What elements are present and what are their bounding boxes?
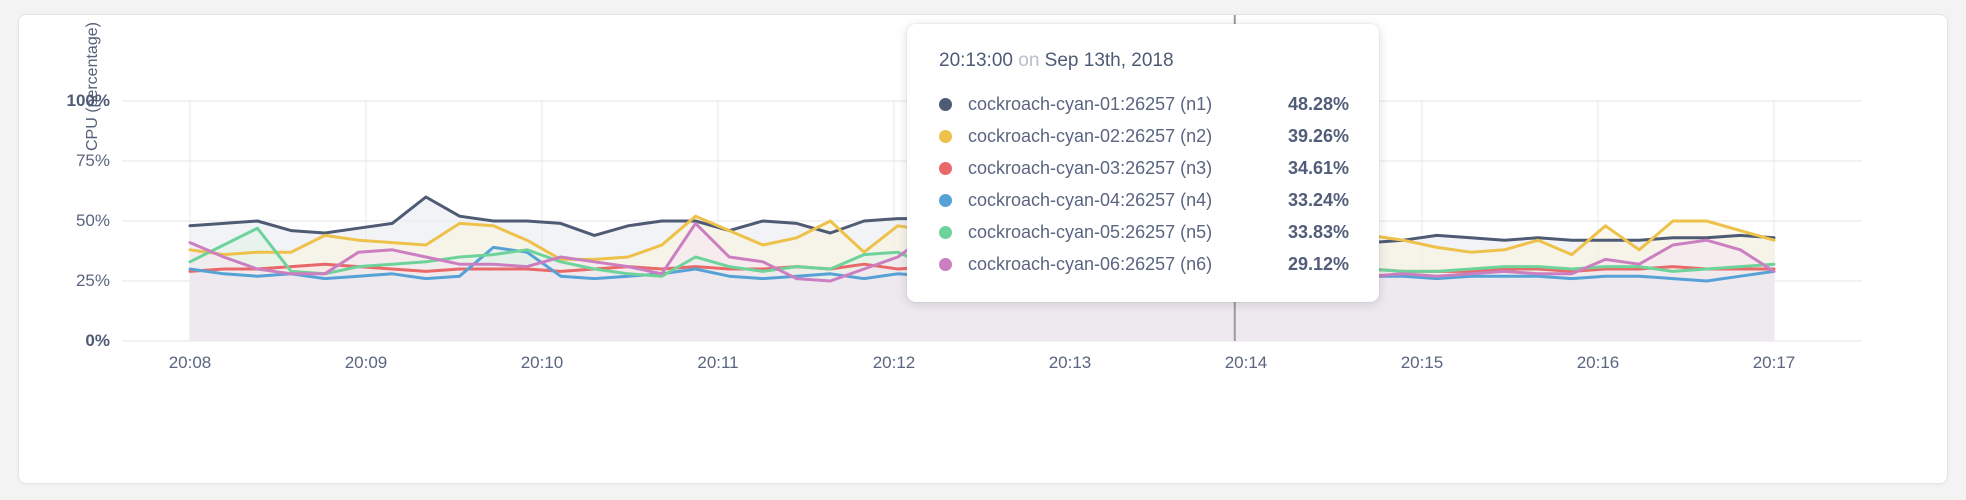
tooltip-date: Sep 13th, 2018 — [1044, 50, 1174, 71]
tooltip-series-value: 33.24% — [1287, 189, 1349, 210]
y-tick-0: 0% — [85, 331, 110, 350]
tooltip-series-label: cockroach-cyan-04:26257 (n4) — [968, 189, 1213, 210]
x-tick-2013: 20:13 — [1048, 353, 1092, 372]
tooltip-on-word: on — [1018, 50, 1040, 71]
series-color-dot-icon — [939, 193, 952, 207]
series-color-dot-icon — [939, 161, 952, 175]
tooltip-series-label: cockroach-cyan-05:26257 (n5) — [968, 221, 1213, 242]
y-tick-75: 75% — [75, 151, 110, 170]
tooltip-row: cockroach-cyan-02:26257 (n2) 39.26% — [939, 120, 1349, 152]
tooltip-series-value: 34.61% — [1287, 157, 1349, 178]
x-tick-2009: 20:09 — [344, 353, 388, 372]
cpu-percent-chart-card: CPU Percent CPU (percentage) 100% 75% 50… — [18, 14, 1948, 484]
tooltip-row: cockroach-cyan-03:26257 (n3) 34.61% — [939, 152, 1349, 184]
y-tick-50: 50% — [75, 211, 110, 230]
x-tick-2015: 20:15 — [1400, 353, 1444, 372]
x-tick-2008: 20:08 — [168, 353, 212, 372]
tooltip-series-value: 29.12% — [1287, 253, 1349, 274]
x-tick-2012: 20:12 — [872, 353, 916, 372]
y-tick-100: 100% — [66, 91, 110, 110]
tooltip-row: cockroach-cyan-05:26257 (n5) 33.83% — [939, 216, 1349, 248]
tooltip-header: 20:13:00 on Sep 13th, 2018 — [939, 50, 1349, 72]
series-color-dot-icon — [939, 129, 952, 143]
tooltip-series-label: cockroach-cyan-03:26257 (n3) — [968, 157, 1213, 178]
x-tick-2011: 20:11 — [697, 353, 739, 372]
y-axis-label: CPU (percentage) — [84, 22, 101, 151]
series-color-dot-icon — [939, 257, 952, 271]
x-tick-2017: 20:17 — [1752, 353, 1796, 372]
hover-tooltip: 20:13:00 on Sep 13th, 2018 cockroach-cya… — [907, 24, 1379, 302]
tooltip-series-value: 33.83% — [1287, 221, 1349, 242]
tooltip-series-label: cockroach-cyan-01:26257 (n1) — [968, 93, 1213, 114]
tooltip-series-label: cockroach-cyan-06:26257 (n6) — [968, 253, 1213, 274]
tooltip-time: 20:13:00 — [939, 50, 1013, 71]
series-color-dot-icon — [939, 97, 952, 111]
series-color-dot-icon — [939, 225, 952, 239]
tooltip-series-value: 48.28% — [1287, 93, 1349, 114]
y-tick-25: 25% — [75, 271, 110, 290]
tooltip-series-label: cockroach-cyan-02:26257 (n2) — [968, 125, 1213, 146]
tooltip-series-list: cockroach-cyan-01:26257 (n1) 48.28% cockro… — [939, 88, 1349, 280]
tooltip-row: cockroach-cyan-04:26257 (n4) 33.24% — [939, 184, 1349, 216]
x-tick-2014: 20:14 — [1224, 353, 1268, 372]
tooltip-row: cockroach-cyan-06:26257 (n6) 29.12% — [939, 248, 1349, 280]
tooltip-series-value: 39.26% — [1287, 125, 1349, 146]
x-tick-2010: 20:10 — [520, 353, 564, 372]
x-tick-2016: 20:16 — [1576, 353, 1620, 372]
tooltip-row: cockroach-cyan-01:26257 (n1) 48.28% — [939, 88, 1349, 120]
